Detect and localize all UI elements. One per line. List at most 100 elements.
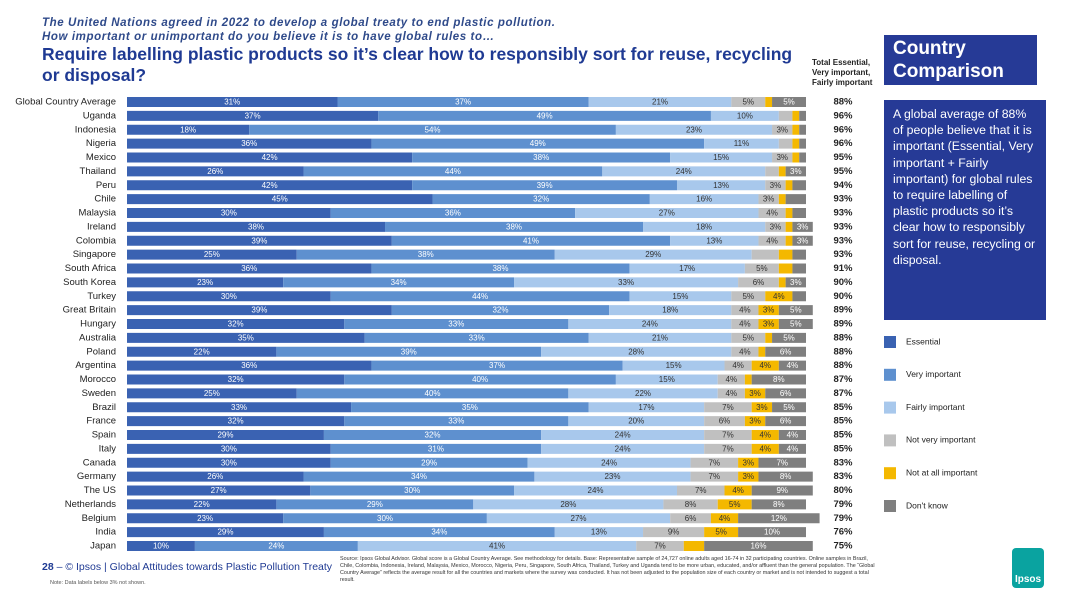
bar-segment — [127, 499, 277, 510]
bar-segment — [296, 388, 569, 399]
total-label: 85% — [833, 416, 853, 427]
legend-swatch — [884, 368, 896, 381]
bar-segment — [296, 249, 555, 260]
bar-segment — [371, 263, 630, 274]
bar-segment — [751, 402, 773, 413]
bar-segment — [127, 263, 372, 274]
data-label: 45% — [272, 195, 288, 204]
data-label: 44% — [445, 167, 461, 176]
bar-segment — [710, 513, 739, 524]
data-label: 26% — [207, 472, 223, 481]
bar-segment — [344, 319, 569, 329]
data-label: 7% — [776, 458, 788, 467]
bar-segment — [330, 443, 542, 454]
data-label: 49% — [537, 111, 553, 120]
bar-segment — [738, 527, 806, 538]
bar-segment — [751, 499, 806, 510]
data-label: 6% — [780, 417, 792, 426]
bar-segment — [527, 457, 691, 468]
bar-segment — [731, 332, 766, 343]
bar-segment — [283, 277, 515, 288]
bar-segment — [731, 319, 759, 329]
data-label: 4% — [766, 236, 778, 245]
data-label: 3% — [756, 403, 768, 412]
legend-label: Essential — [906, 336, 941, 346]
row-label: Sweden — [82, 388, 116, 399]
data-label: 33% — [448, 320, 464, 329]
logo: Ipsos — [1012, 548, 1044, 588]
bar-segment — [785, 180, 793, 191]
footer: 28 – © Ipsos | Global Attitudes towards … — [42, 561, 332, 573]
bar-segment — [127, 138, 372, 149]
bar-segment — [758, 305, 779, 316]
data-label: 30% — [221, 458, 237, 467]
bar-segment — [731, 291, 766, 302]
bar-segment — [758, 235, 786, 246]
data-label: 36% — [241, 361, 257, 370]
data-label: 9% — [668, 528, 680, 537]
data-label: 6% — [719, 417, 731, 426]
total-label: 88% — [833, 346, 853, 357]
bar-segment — [385, 221, 644, 232]
total-label: 90% — [833, 277, 853, 288]
total-label: 87% — [833, 374, 853, 385]
data-label: 18% — [180, 125, 196, 134]
data-label: 11% — [734, 139, 749, 148]
data-label: 6% — [780, 347, 792, 356]
bar-segment — [792, 110, 800, 121]
data-label: 27% — [211, 486, 227, 495]
bar-segment — [751, 249, 779, 260]
row-label: Great Britain — [63, 305, 116, 316]
total-label: 94% — [833, 180, 853, 191]
total-label: 85% — [833, 402, 853, 413]
bar-segment — [391, 305, 610, 316]
bar-segment — [643, 221, 766, 232]
bar-segment — [765, 180, 786, 191]
data-label: 32% — [228, 417, 244, 426]
bar-segment — [127, 277, 284, 288]
data-label: 5% — [783, 98, 795, 107]
bar-segment — [534, 471, 691, 482]
bar-segment — [629, 291, 732, 302]
data-label: 13% — [713, 181, 729, 190]
intro: The United Nations agreed in 2022 to dev… — [42, 16, 556, 44]
bar-segment — [568, 319, 732, 329]
bar-segment — [765, 291, 793, 302]
bar-segment — [751, 443, 779, 454]
data-label: 36% — [445, 209, 461, 218]
data-label: 8% — [773, 375, 785, 384]
note: Note: Data labels below 3% not shown. — [50, 580, 146, 586]
data-label: 32% — [533, 195, 549, 204]
data-label: 4% — [759, 444, 771, 453]
bar-segment — [127, 332, 365, 343]
bar-segment — [486, 513, 671, 524]
bar-segment — [778, 138, 793, 149]
bar-segment — [785, 277, 806, 288]
data-label: 30% — [221, 209, 237, 218]
data-label: 4% — [766, 209, 778, 218]
bar-segment — [778, 263, 793, 274]
data-label: 31% — [428, 444, 444, 453]
total-label: 88% — [833, 97, 853, 108]
chart-title: Require labelling plastic products so it… — [42, 44, 793, 85]
bar-segment — [378, 110, 711, 121]
bar-segment — [751, 485, 813, 496]
total-label: 95% — [833, 166, 853, 177]
data-label: 5% — [790, 320, 802, 329]
data-label: 3% — [770, 222, 782, 231]
bar-segment — [283, 513, 487, 524]
data-label: 24% — [268, 542, 284, 551]
row-label: Netherlands — [65, 499, 116, 510]
intro-line: The United Nations agreed in 2022 to dev… — [42, 17, 556, 29]
bar-segment — [744, 388, 766, 399]
bar-segment — [303, 166, 603, 177]
bar-segment — [690, 457, 739, 468]
bar-segment — [514, 485, 677, 496]
bar-segment — [412, 180, 677, 191]
row-label: Mexico — [86, 152, 116, 163]
data-label: 3% — [763, 195, 775, 204]
data-label: 3% — [763, 306, 775, 315]
data-label: 4% — [726, 375, 738, 384]
total-label: 88% — [833, 332, 853, 343]
data-label: 24% — [588, 486, 604, 495]
